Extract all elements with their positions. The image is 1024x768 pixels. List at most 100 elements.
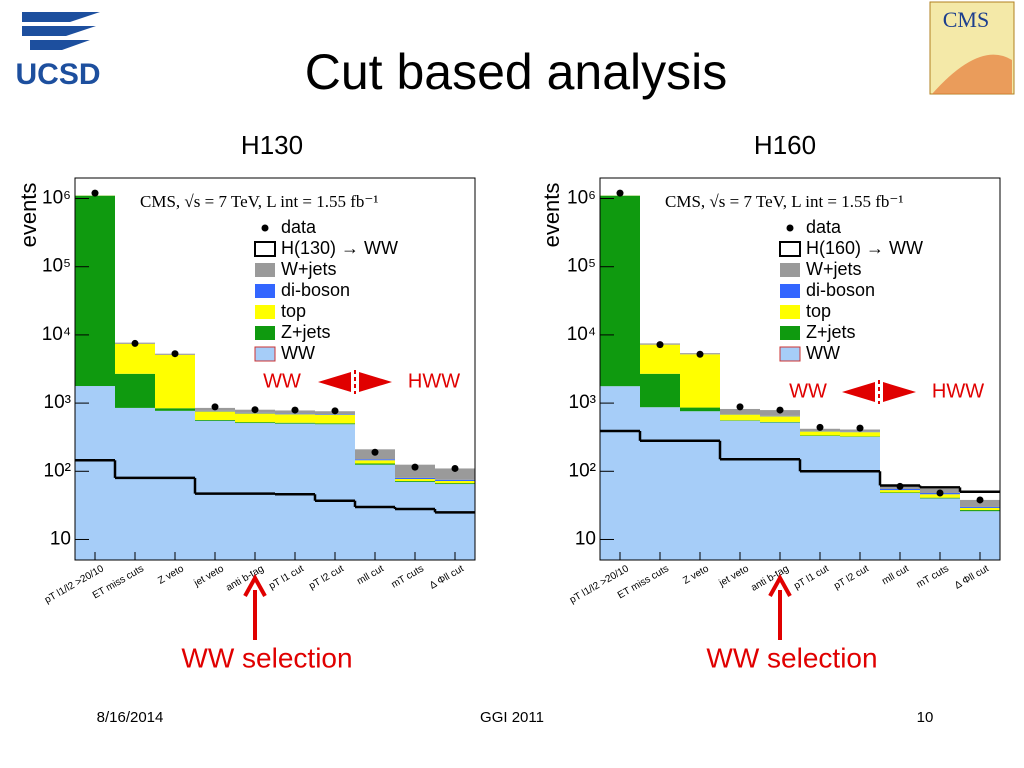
legend-swatch: [254, 346, 276, 362]
data-point: [91, 189, 99, 197]
bar-segment: [195, 411, 235, 421]
data-point: [856, 424, 864, 432]
data-point: [976, 496, 984, 504]
bar-segment: [720, 420, 760, 421]
data-point: [251, 406, 259, 414]
data-point: [936, 489, 944, 497]
bar-segment: [880, 492, 920, 494]
x-tick-label: pT l1 cut: [267, 563, 306, 592]
data-point: [211, 403, 219, 411]
bar-segment: [640, 344, 680, 374]
y-tick-label: 10²: [569, 460, 596, 481]
legend-label: di-boson: [281, 280, 350, 300]
bar-segment: [680, 354, 720, 408]
legend-marker: [786, 224, 794, 232]
plot-frame: [74, 177, 476, 561]
chart-title: H130: [241, 130, 303, 160]
bar-segment: [800, 431, 840, 436]
bar-segment: [435, 481, 475, 484]
bar-segment: [840, 436, 880, 560]
bar-segment: [760, 416, 800, 422]
arrow-label: WW: [263, 370, 301, 392]
x-tick-label: pT l2 cut: [832, 563, 871, 592]
bar-segment: [315, 423, 355, 425]
data-point: [291, 406, 299, 414]
y-tick-label: 10²: [44, 460, 71, 481]
x-tick-label: mll cut: [880, 563, 911, 587]
arrow-label: HWW: [408, 370, 460, 392]
legend-swatch: [779, 346, 801, 362]
footer-page: 10: [917, 709, 934, 726]
chart-title: H160: [754, 130, 816, 160]
bar-segment: [115, 343, 155, 374]
bar-segment: [920, 497, 960, 499]
bar-segment: [880, 493, 920, 560]
plot-frame: [599, 177, 1001, 561]
y-tick-label: 10: [50, 528, 71, 549]
bar-segment: [680, 407, 720, 412]
y-tick-label: 10⁵: [42, 256, 71, 277]
data-point: [776, 406, 784, 414]
legend-label: Z+jets: [281, 322, 331, 342]
bar-segment: [235, 422, 275, 424]
data-point: [411, 463, 419, 471]
arrow-label: WW: [789, 380, 827, 402]
data-point: [131, 339, 139, 347]
data-point: [656, 341, 664, 349]
bar-segment: [960, 507, 1000, 511]
bar-segment: [800, 435, 840, 560]
bar-segment: [760, 422, 800, 560]
logo-text: UCSD: [15, 58, 100, 91]
bar-segment: [435, 484, 475, 560]
y-tick-label: 10⁵: [567, 256, 596, 277]
bar-segment: [435, 468, 475, 480]
footer-event: GGI 2011: [480, 709, 544, 726]
bar-segment: [395, 477, 435, 480]
bar-segment: [720, 408, 760, 415]
bar-segment: [315, 414, 355, 415]
legend-label: data: [281, 217, 317, 237]
legend-swatch: [780, 263, 800, 277]
bar-segment: [640, 373, 680, 408]
ucsd-logo: UCSD: [15, 12, 101, 91]
bar-segment: [155, 408, 195, 411]
data-point: [696, 350, 704, 358]
x-tick-label: Δ Φll cut: [428, 563, 466, 591]
legend-marker: [261, 224, 269, 232]
bar-segment: [760, 421, 800, 423]
x-tick-label: mT cuts: [915, 563, 951, 590]
data-point: [371, 448, 379, 456]
bar-segment: [75, 386, 115, 560]
legend-swatch: [780, 326, 800, 340]
bar-segment: [395, 479, 435, 482]
bar-segment: [275, 413, 315, 415]
legend-swatch: [779, 241, 801, 257]
legend-swatch: [255, 284, 275, 298]
x-tick-label: pT l1 cut: [792, 563, 831, 592]
logo-shape: [932, 54, 1012, 94]
bar-segment: [235, 413, 275, 423]
logo-text: CMS: [943, 7, 989, 32]
bar-segment: [355, 463, 395, 465]
footer-date: 8/16/2014: [97, 709, 164, 726]
x-tick-label: jet veto: [717, 563, 752, 589]
legend-label: H(160) → WW: [806, 238, 923, 258]
bar-segment: [115, 407, 155, 560]
bar-segment: [880, 490, 920, 493]
legend-swatch: [780, 284, 800, 298]
data-point: [616, 189, 624, 197]
bar-segment: [395, 464, 435, 478]
data-point: [451, 464, 459, 472]
legend-swatch: [255, 263, 275, 277]
legend-label: H(130) → WW: [281, 238, 398, 258]
legend-label: W+jets: [281, 259, 337, 279]
bar-segment: [155, 410, 195, 560]
selection-arrowhead: [243, 573, 267, 597]
legend-swatch: [255, 326, 275, 340]
slide-title: Cut based analysis: [305, 44, 727, 100]
x-tick-label: mll cut: [355, 563, 386, 587]
bar-segment: [155, 354, 195, 409]
